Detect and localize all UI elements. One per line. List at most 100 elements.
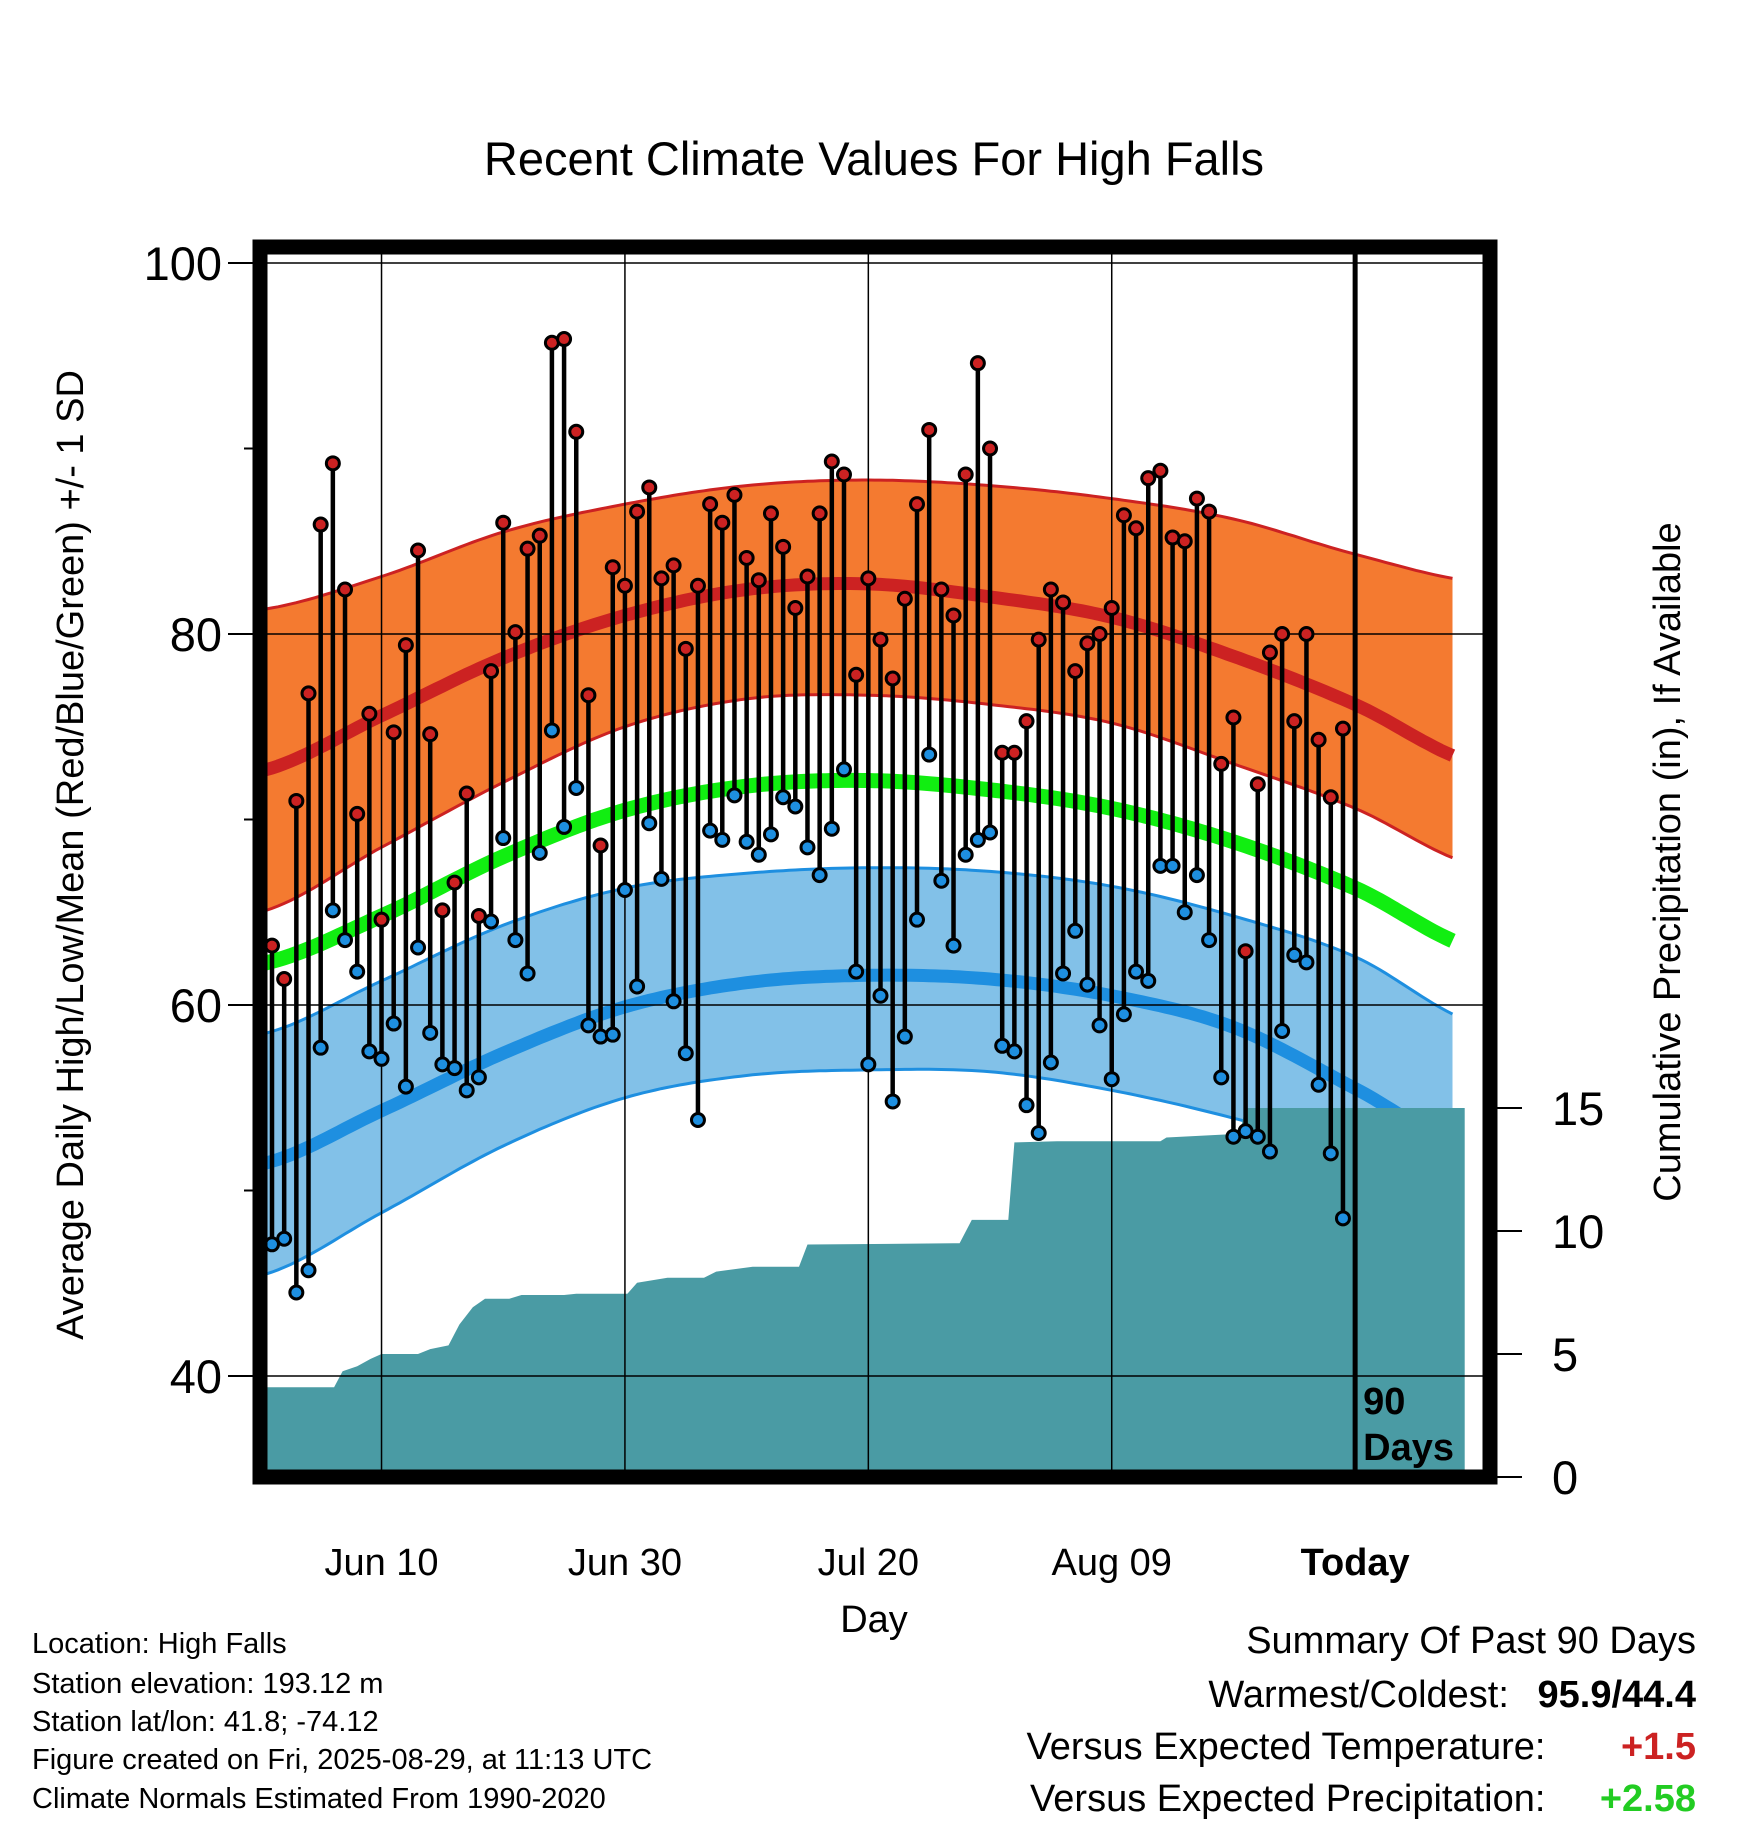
daily-low-point [896,1028,913,1045]
daily-low-point [1274,1022,1291,1039]
y2-tick-label: 5 [1552,1328,1578,1381]
daily-low-point [1042,1054,1059,1071]
daily-low-point [604,1026,621,1043]
daily-high-point [726,486,743,503]
y-tick-label: 40 [170,1350,222,1403]
daily-low-point [787,798,804,815]
info-latlon: Station lat/lon: 41.8; -74.12 [32,1706,379,1738]
high-lower-edge [260,693,1454,914]
daily-low-point [1091,1017,1108,1034]
y2-tick-label: 10 [1552,1205,1604,1258]
daily-low-point [324,902,341,919]
daily-high-point [933,581,950,598]
daily-high-point [568,423,585,440]
daily-high-point [324,455,341,472]
daily-low-point [982,824,999,841]
low-sd-band [260,867,1453,1276]
daily-low-point [1115,1006,1132,1023]
daily-low-point [397,1078,414,1095]
x-tick-label: Today [1301,1542,1410,1584]
daily-high-point [556,331,573,348]
daily-high-point [1042,581,1059,598]
daily-high-point [1237,943,1254,960]
daily-high-point [531,527,548,544]
daily-low-point [945,937,962,954]
daily-low-point [616,881,633,898]
daily-high-point [1067,663,1084,680]
daily-high-point [1176,533,1193,550]
daily-low-point [714,831,731,848]
daily-low-point [738,833,755,850]
daily-low-point [775,789,792,806]
y-axis-label: Average Daily High/Low/Mean (Red/Blue/Gr… [50,370,92,1340]
daily-low-point [1140,972,1157,989]
daily-low-point [1079,976,1096,993]
daily-low-point [1176,904,1193,921]
daily-high-point [1274,626,1291,642]
daily-low-point [665,993,682,1010]
daily-low-point [531,844,548,861]
daily-low-point [288,1284,305,1301]
daily-high-point [848,666,865,683]
daily-low-point [884,1093,901,1110]
info-created: Figure created on Fri, 2025-08-29, at 11… [32,1744,653,1776]
daily-high-point [397,637,414,654]
daily-low-point [933,872,950,889]
daily-low-point [1067,922,1084,939]
daily-high-point [483,663,500,680]
daily-high-point [835,466,852,483]
daily-high-point [1140,470,1157,487]
daily-high-point [884,670,901,687]
daily-low-point [446,1060,463,1077]
daily-high-point [312,516,329,533]
daily-high-point [689,577,706,594]
y2-tick-label: 15 [1552,1082,1604,1135]
daily-low-point [470,1069,487,1086]
daily-low-point [580,1017,597,1034]
today-label-days-count: 90 [1363,1381,1405,1423]
daily-high-point [361,705,378,722]
daily-high-point [714,514,731,531]
daily-high-point [909,496,926,513]
summary-precip-label: Versus Expected Precipitation: [1030,1778,1546,1820]
y2-tick-label: 0 [1552,1451,1578,1504]
y2-axis-label: Cumulative Precipitation (in), If Availa… [1647,522,1689,1201]
daily-low-point [568,779,585,796]
daily-low-point [373,1050,390,1067]
daily-low-point [921,746,938,763]
daily-low-point [811,867,828,884]
daily-high-point [276,971,293,988]
daily-low-point [1018,1097,1035,1114]
daily-low-point [312,1039,329,1056]
daily-high-point [1298,626,1315,642]
daily-high-point [1103,600,1120,617]
x-tick-label: Jun 30 [568,1542,682,1584]
daily-high-point [446,874,463,891]
normal-high-line [260,577,1456,778]
daily-low-point [1103,1071,1120,1088]
daily-low-point [909,911,926,928]
daily-high-point [1079,635,1096,652]
daily-low-point [495,830,512,847]
daily-high-point [1334,720,1351,737]
x-axis-label: Day [840,1599,908,1641]
daily-high-point [1188,490,1205,507]
daily-low-point [385,1015,402,1032]
daily-high-point [641,479,658,496]
daily-low-point [361,1043,378,1060]
daily-low-point [1261,1143,1278,1160]
daily-low-point [702,822,719,839]
summary-precip-value: +2.58 [1599,1778,1696,1820]
daily-high-point [1030,631,1047,648]
daily-low-point [726,787,743,804]
daily-low-point [653,870,670,887]
daily-high-point [982,440,999,457]
summary-warmest: 95.9 [1537,1674,1612,1716]
daily-high-point [1225,709,1242,726]
daily-high-point [957,466,974,483]
plot-frame [252,239,1498,1485]
daily-high-point [896,590,913,607]
summary-separator: / [1611,1674,1623,1716]
daily-high-point [945,607,962,624]
